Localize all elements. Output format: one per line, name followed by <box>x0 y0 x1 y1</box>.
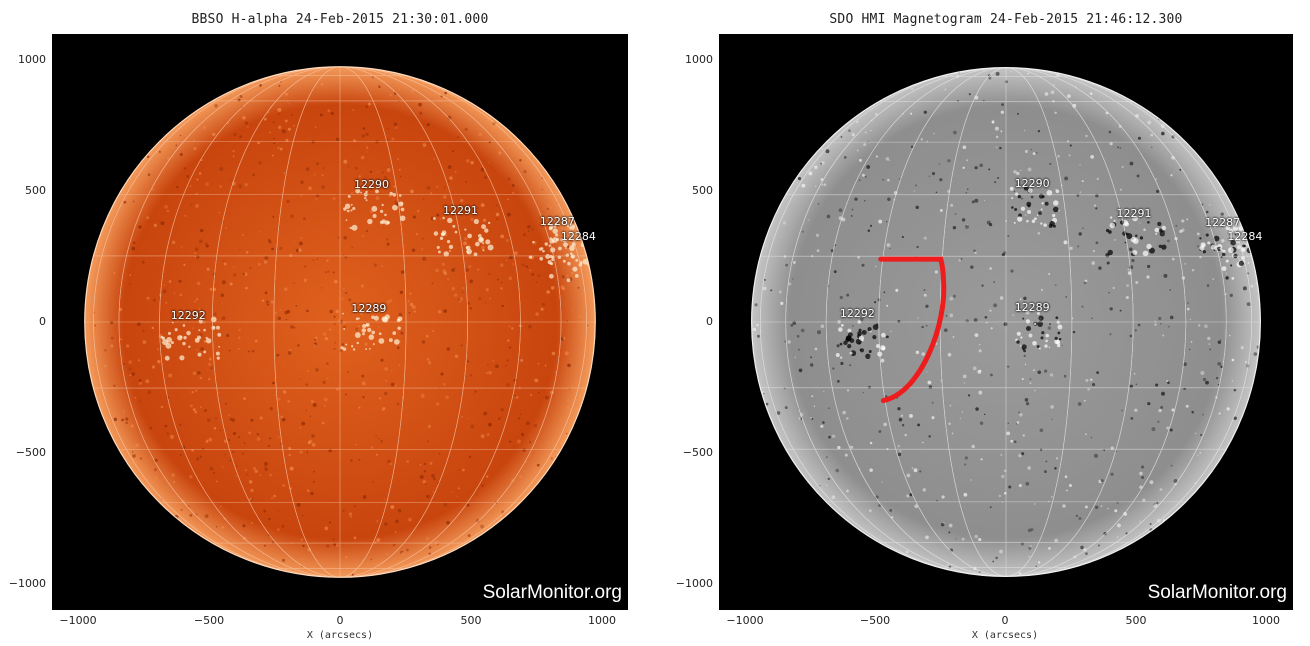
region-label: 12284 <box>560 230 596 244</box>
region-label: 12284 <box>1227 230 1263 244</box>
magnetogram-xlabel: X (arcsecs) <box>971 630 1039 641</box>
ytick: 500 <box>25 184 46 197</box>
ytick: −1000 <box>8 577 46 590</box>
region-label: 12289 <box>1014 300 1050 314</box>
region-label: 12290 <box>354 177 390 191</box>
xtick: −500 <box>859 614 891 627</box>
halpha-panel: BBSO H-alpha 24-Feb-2015 21:30:01.000 So… <box>8 12 628 641</box>
region-label: 12287 <box>1205 215 1241 229</box>
ytick: 0 <box>706 315 713 328</box>
halpha-plot: SolarMonitor.org 12290 12291 12287 12284 122… <box>52 34 628 610</box>
magnetogram-title: SDO HMI Magnetogram 24-Feb-2015 21:46:12… <box>829 12 1183 27</box>
halpha-title: BBSO H-alpha 24-Feb-2015 21:30:01.000 <box>191 12 489 27</box>
xtick: −1000 <box>726 614 764 627</box>
xtick: 0 <box>1001 614 1009 627</box>
magnetogram-disk-image <box>751 67 1261 577</box>
halpha-disk-image <box>84 66 596 578</box>
magnetogram-watermark: SolarMonitor.org <box>1147 582 1287 603</box>
halpha-watermark: SolarMonitor.org <box>482 582 622 603</box>
halpha-xlabel: X (arcsecs) <box>306 630 374 641</box>
ytick: −500 <box>682 446 713 459</box>
xtick: −1000 <box>59 614 97 627</box>
xtick: 500 <box>1125 614 1147 627</box>
ytick: 500 <box>692 184 713 197</box>
region-label: 12291 <box>1116 206 1152 220</box>
region-label: 12292 <box>839 307 875 321</box>
ytick: −500 <box>15 446 46 459</box>
region-label: 12287 <box>539 214 575 228</box>
magnetogram-plot: SolarMonitor.org 12290 12291 12287 12284 122… <box>719 34 1293 610</box>
ytick: 1000 <box>18 53 46 66</box>
region-label: 12290 <box>1014 176 1050 190</box>
magnetogram-panel: SDO HMI Magnetogram 24-Feb-2015 21:46:12… <box>655 0 1310 646</box>
xtick: 1000 <box>588 614 616 627</box>
region-label: 12291 <box>443 204 479 218</box>
region-label: 12292 <box>170 308 206 322</box>
xtick: 0 <box>336 614 344 627</box>
xtick: −500 <box>193 614 225 627</box>
ytick: 1000 <box>685 53 713 66</box>
region-label: 12289 <box>351 302 387 316</box>
red-annotation-curve <box>878 256 947 404</box>
xtick: 1000 <box>1252 614 1280 627</box>
ytick: 0 <box>39 315 46 328</box>
ytick: −1000 <box>675 577 713 590</box>
xtick: 500 <box>460 614 482 627</box>
